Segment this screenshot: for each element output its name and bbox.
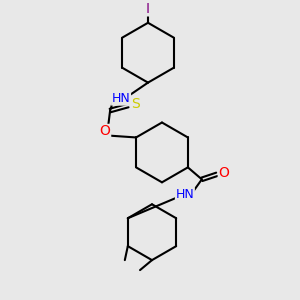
Text: S: S [131,97,140,111]
Text: HN: HN [112,92,130,105]
Text: O: O [100,124,111,139]
Text: I: I [146,2,150,16]
Text: O: O [218,167,229,180]
Text: HN: HN [176,188,194,201]
